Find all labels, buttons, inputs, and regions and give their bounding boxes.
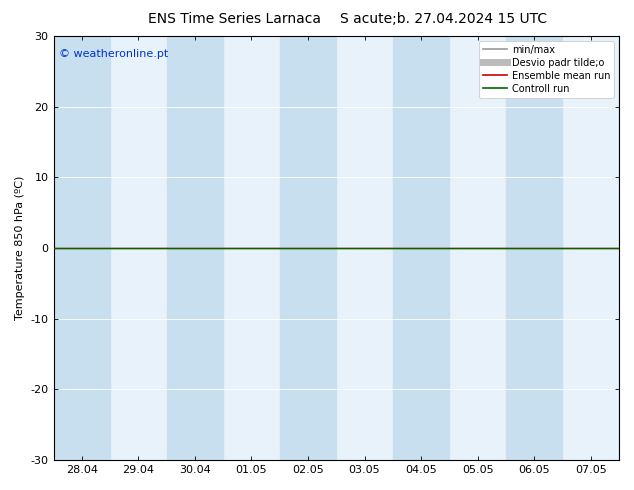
- Y-axis label: Temperature 850 hPa (ºC): Temperature 850 hPa (ºC): [15, 176, 25, 320]
- Bar: [167, 36, 223, 460]
- Text: © weatheronline.pt: © weatheronline.pt: [59, 49, 169, 59]
- Bar: [619, 36, 634, 460]
- Bar: [53, 36, 110, 460]
- Bar: [280, 36, 336, 460]
- Legend: min/max, Desvio padr tilde;o, Ensemble mean run, Controll run: min/max, Desvio padr tilde;o, Ensemble m…: [479, 41, 614, 98]
- Bar: [393, 36, 450, 460]
- Text: S acute;b. 27.04.2024 15 UTC: S acute;b. 27.04.2024 15 UTC: [340, 12, 547, 26]
- Bar: [506, 36, 562, 460]
- Text: ENS Time Series Larnaca: ENS Time Series Larnaca: [148, 12, 321, 26]
